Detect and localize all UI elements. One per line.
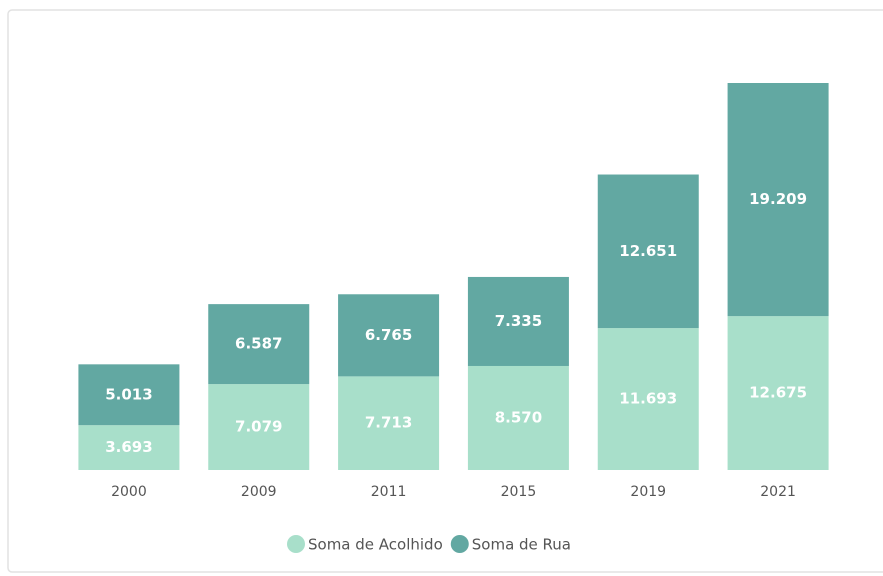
legend-label: Soma de Rua: [472, 536, 571, 554]
x-tick-label: 2015: [501, 484, 537, 500]
bar-segment: [597, 174, 699, 329]
bar-segment: [727, 83, 829, 317]
legend-marker: [450, 535, 469, 553]
data-label: 12.651: [619, 242, 677, 260]
data-label: 11.693: [619, 390, 677, 408]
x-tick-label: 2000: [111, 484, 147, 500]
bar-segment: [467, 276, 569, 366]
data-label: 19.209: [749, 190, 807, 208]
data-label: 6.587: [235, 335, 282, 353]
x-tick-label: 2021: [760, 484, 796, 500]
bar-segment: [727, 316, 829, 470]
bar-segment: [78, 364, 180, 426]
bar-segment: [338, 376, 440, 470]
x-tick-label: 2011: [371, 484, 407, 500]
x-tick-label: 2019: [630, 484, 666, 500]
data-label: 5.013: [105, 385, 152, 403]
bar-segment: [338, 294, 440, 377]
legend-label: Soma de Acolhido: [308, 536, 443, 554]
bar-segment: [208, 384, 310, 470]
legend-marker: [287, 535, 305, 553]
x-tick-label: 2009: [241, 484, 277, 500]
data-label: 8.570: [495, 408, 542, 426]
data-label: 3.693: [105, 438, 152, 456]
data-label: 7.079: [235, 418, 282, 436]
bar-segment: [208, 304, 310, 385]
data-label: 12.675: [749, 384, 807, 402]
data-label: 6.765: [365, 326, 412, 344]
data-label: 7.713: [365, 414, 412, 432]
data-label: 7.335: [495, 312, 542, 330]
bar-segment: [78, 425, 180, 470]
bar-segment: [467, 365, 569, 470]
bar-segment: [597, 328, 699, 470]
